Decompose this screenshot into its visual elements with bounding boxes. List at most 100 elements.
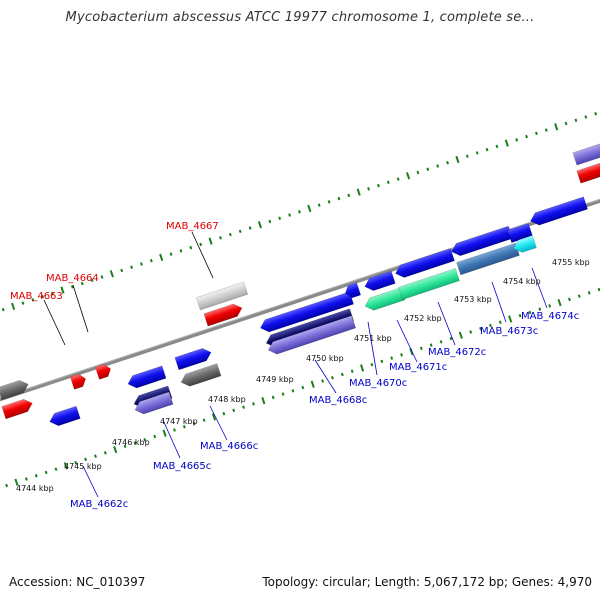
ruler-bottom-major-tick	[261, 396, 266, 405]
ruler-bottom-minor-tick	[271, 395, 275, 400]
ruler-bottom-minor-tick	[321, 379, 324, 383]
ruler-track-top	[1, 112, 598, 312]
feature-mab-4666c-b[interactable]	[179, 363, 222, 389]
gene-label-mab-4673c[interactable]: MAB_4673c	[480, 326, 538, 337]
feature-mab-4666c[interactable]	[174, 346, 213, 371]
ruler-bottom-minor-tick	[242, 405, 246, 409]
ruler-top-minor-tick	[80, 281, 84, 286]
tick-label-4752: 4752 kbp	[404, 314, 442, 323]
feature-mab-4664[interactable]	[94, 363, 112, 380]
ruler-bottom-minor-tick	[577, 294, 581, 298]
leader-mab-4667	[191, 231, 214, 279]
ruler-top-major-tick	[455, 155, 460, 164]
ruler-bottom-minor-tick	[587, 291, 591, 295]
ruler-top-minor-tick	[228, 232, 232, 237]
ruler-bottom-minor-tick	[232, 408, 236, 413]
ruler-bottom-minor-tick	[74, 460, 78, 465]
gene-label-mab-4664[interactable]: MAB_4664	[46, 273, 99, 284]
leader-mab-4670c	[367, 321, 378, 376]
ruler-top-major-tick	[554, 123, 559, 131]
gene-label-mab-4674c[interactable]: MAB_4674c	[521, 311, 579, 322]
ruler-top-minor-tick	[149, 258, 153, 263]
ruler-bottom-minor-tick	[489, 323, 492, 328]
gene-label-mab-4668c[interactable]: MAB_4668c	[309, 395, 367, 406]
ruler-top-minor-tick	[169, 252, 173, 256]
ruler-bottom-major-tick	[508, 315, 513, 323]
ruler-bottom-minor-tick	[439, 340, 443, 344]
scale-tick-labels: 4744 kbp 4745 kbp 4746 kbp 4747 kbp 4748…	[16, 258, 590, 493]
ruler-top-minor-tick	[51, 291, 55, 296]
feature-purple-right[interactable]	[572, 142, 600, 166]
gene-label-mab-4667[interactable]: MAB_4667	[166, 221, 219, 232]
leader-mab-4665c	[162, 419, 181, 459]
feature-mab-4665c-c[interactable]	[133, 391, 174, 416]
ruler-bottom-minor-tick	[24, 477, 28, 481]
leader-mab-4672c	[437, 301, 456, 346]
ruler-bottom-major-tick	[14, 478, 19, 486]
tick-label-4755: 4755 kbp	[552, 258, 590, 267]
feature-mab-4667[interactable]	[203, 302, 244, 327]
ruler-track-bottom	[5, 287, 600, 488]
gene-label-mab-4671c[interactable]: MAB_4671c	[389, 362, 447, 373]
tick-label-4751: 4751 kbp	[354, 334, 392, 343]
ruler-bottom-minor-tick	[202, 418, 206, 422]
feature-mab-4674c[interactable]	[528, 196, 588, 228]
leader-mab-4664	[72, 284, 89, 333]
feature-mab-4674c-b[interactable]	[511, 235, 537, 254]
ruler-bottom-major-tick	[409, 347, 414, 356]
gene-label-mab-4662c[interactable]: MAB_4662c	[70, 499, 128, 510]
feature-mab-4663[interactable]	[69, 373, 87, 390]
ruler-bottom-minor-tick	[419, 346, 423, 351]
feature-mab-4672c[interactable]	[393, 248, 455, 279]
gene-label-mab-4665c[interactable]: MAB_4665c	[153, 461, 211, 472]
feature-mab-4667-top[interactable]	[195, 281, 249, 311]
leader-mab-4668c	[314, 359, 337, 394]
gene-label-mab-4663[interactable]: MAB_4663	[10, 291, 63, 302]
feature-red-right[interactable]	[576, 160, 600, 184]
gene-label-mab-4670c[interactable]: MAB_4670c	[349, 378, 407, 389]
ruler-top-minor-tick	[41, 294, 45, 299]
feature-mab-4662c[interactable]	[48, 405, 81, 428]
ruler-top-minor-tick	[179, 249, 183, 253]
ruler-bottom-minor-tick	[390, 356, 394, 360]
tick-label-4753: 4753 kbp	[454, 295, 492, 304]
feature-mab-4668c[interactable]	[258, 291, 354, 334]
ruler-top-minor-tick	[278, 216, 282, 220]
feature-gray-left[interactable]	[0, 378, 30, 401]
feature-mab-4671c[interactable]	[363, 270, 396, 293]
feature-mab-4672c-b[interactable]	[398, 268, 460, 300]
chromosome-backbone	[0, 166, 600, 434]
backbone-highlight	[0, 166, 600, 431]
ruler-bottom-minor-tick	[400, 353, 403, 357]
gene-label-mab-4672c[interactable]: MAB_4672c	[428, 347, 486, 358]
gene-label-layer: MAB_4663 MAB_4664 MAB_4667 MAB_4662c MAB…	[10, 221, 579, 510]
ruler-top-major-tick	[159, 253, 164, 262]
feature-mab-4673c-b[interactable]	[456, 242, 520, 276]
feature-mab-4671c-b[interactable]	[363, 287, 406, 313]
ruler-top-minor-tick	[21, 301, 25, 305]
ruler-bottom-minor-tick	[340, 372, 344, 377]
feature-mab-4665c[interactable]	[126, 365, 167, 390]
gene-label-mab-4666c[interactable]: MAB_4666c	[200, 441, 258, 452]
ruler-bottom-minor-tick	[469, 330, 473, 334]
feature-mab-4670c[interactable]	[343, 282, 362, 300]
ruler-bottom-minor-tick	[449, 336, 453, 341]
feature-mab-4668c-c[interactable]	[266, 315, 357, 357]
ruler-bottom-minor-tick	[94, 454, 97, 458]
ruler-top-minor-tick	[238, 229, 242, 234]
tick-label-4750: 4750 kbp	[306, 354, 344, 363]
ruler-top-minor-tick	[495, 144, 499, 149]
ruler-top-major-tick	[11, 302, 16, 311]
ruler-bottom-minor-tick	[301, 385, 305, 390]
ruler-top-major-tick	[504, 139, 509, 147]
ruler-bottom-minor-tick	[143, 438, 147, 442]
ruler-top-minor-tick	[584, 115, 588, 119]
ruler-bottom-minor-tick	[568, 297, 571, 302]
ruler-bottom-minor-tick	[182, 424, 186, 429]
feature-mab-4673c[interactable]	[450, 225, 513, 258]
ruler-top-major-tick	[356, 188, 361, 196]
feature-red-left[interactable]	[1, 397, 35, 420]
ruler-top-minor-tick	[317, 203, 321, 207]
ruler-bottom-minor-tick	[123, 444, 127, 449]
